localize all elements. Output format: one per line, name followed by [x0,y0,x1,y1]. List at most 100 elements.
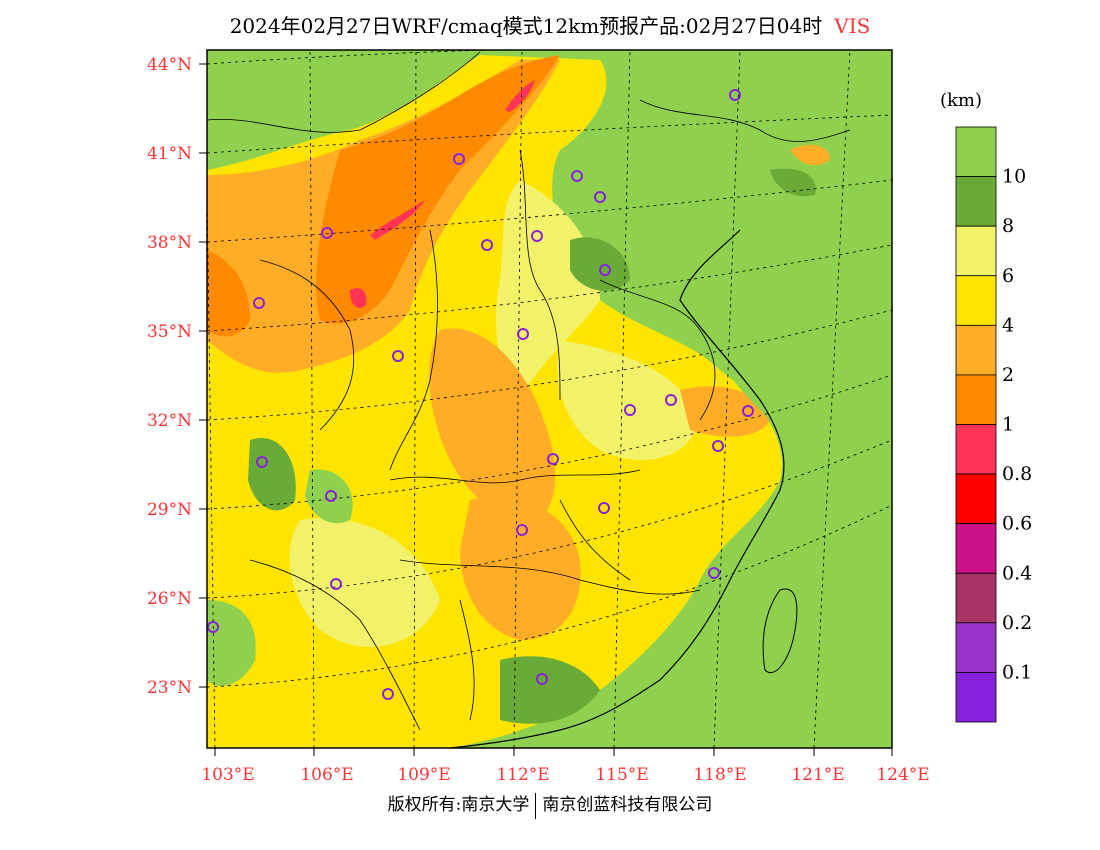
lon-ticks [214,748,893,756]
parallel-29n [207,374,892,510]
haze-area-orange-central [429,328,555,522]
visibility-field [207,50,892,748]
legend-label: 4 [1002,314,1014,336]
border-1 [389,229,438,471]
clear-area-5 [207,600,256,686]
map-title: 2024年02月27日WRF/cmaq模式12km预报产品:02月27日04时 V… [0,10,1100,39]
station-marker [253,297,265,309]
title-text: 2024年02月27日WRF/cmaq模式12km预报产品:02月27日04时 [229,14,823,38]
station-marker [729,89,741,101]
legend-label: 2 [1002,364,1014,386]
legend-label: 0.8 [1002,463,1032,485]
variable-label: VIS [834,14,871,38]
clear-area-1 [560,157,616,210]
color-legend [955,126,997,723]
legend-swatch [955,523,997,574]
border-4 [389,469,641,484]
station-marker [536,673,548,685]
legend-swatch [955,324,997,376]
station-marker [598,502,610,514]
station-marker [516,524,528,536]
meridian-112e [513,50,523,748]
sea-patch-2 [770,168,816,197]
parallel-38n [207,179,892,243]
station-marker [708,567,720,579]
border-10 [249,559,421,731]
legend-label: 10 [1002,166,1026,188]
legend-swatch [955,424,997,475]
lon-label-115e: 115°E [595,765,648,785]
legend-label: 1 [1002,414,1014,436]
clear-area-2 [570,237,630,291]
haze-area-orange-east [680,386,770,437]
meridian-109e [413,50,417,748]
station-marker [742,405,754,417]
copyright-right: 南京创蓝科技有限公司 [542,795,713,815]
patch-light-yellow-3 [289,518,440,647]
border-6 [259,259,355,431]
station-marker [382,688,394,700]
lat-label-35n: 35°N [147,322,192,342]
patch-light-yellow-1 [496,180,600,400]
lon-label-109e: 109°E [397,765,450,785]
parallel-35n [207,244,892,332]
legend-swatch [955,225,997,277]
legend-swatch [955,473,997,525]
copyright-left: 版权所有:南京大学 [387,795,530,815]
legend-swatch [955,275,997,326]
station-marker [207,621,219,633]
low-vis-red-1 [505,80,535,112]
color-legend-labels: 10 8 6 4 2 1 0.8 0.6 0.4 0.2 0.1 [1002,166,1032,684]
lon-label-103e: 103°E [201,765,254,785]
station-marker [712,440,724,452]
legend-swatch [955,374,997,425]
legend-swatch [955,176,997,227]
meridian-115e [613,50,631,748]
lat-label-32n: 32°N [147,411,192,431]
legend-label: 0.2 [1002,612,1032,634]
patch-light-yellow-2 [557,340,700,460]
border-8 [559,499,631,581]
lat-label-26n: 26°N [147,589,192,609]
station-marker [594,191,606,203]
station-marker [531,230,543,242]
lat-label-23n: 23°N [147,678,192,698]
legend-label: 0.4 [1002,562,1032,584]
haze-area-orange-south [460,497,581,640]
lon-label-121e: 121°E [791,765,844,785]
lon-label-112e: 112°E [496,765,549,785]
legend-label: 0.1 [1002,661,1032,683]
lon-label-118e: 118°E [693,765,746,785]
station-marker [547,453,559,465]
border-9 [639,99,851,142]
lat-ticks [199,63,207,688]
station-marker [453,153,465,165]
parallel-41n [207,114,892,154]
border-3 [599,279,716,421]
station-marker [517,328,529,340]
station-markers [207,89,754,700]
legend-label: 8 [1002,215,1014,237]
map-frame [206,49,893,749]
station-marker [624,404,636,416]
legend-swatch [955,622,997,673]
lat-label-38n: 38°N [147,233,192,253]
legend-swatch [955,126,997,177]
lat-label-41n: 41°N [147,144,192,164]
legend-swatch [955,672,997,723]
clear-area-4 [305,469,353,524]
graticule [207,50,892,748]
legend-swatch [955,572,997,624]
station-marker [599,264,611,276]
station-marker [665,394,677,406]
station-marker [256,456,268,468]
clear-area-3 [248,438,296,511]
parallel-32n [207,309,892,421]
copyright: 版权所有:南京大学 南京创蓝科技有限公司 [0,790,1100,819]
low-vis-red-3 [350,288,367,308]
meridian-121e [813,50,851,748]
border-2 [519,149,561,401]
lat-label-44n: 44°N [147,55,192,75]
legend-label: 6 [1002,265,1014,287]
lat-label-29n: 29°N [147,500,192,520]
